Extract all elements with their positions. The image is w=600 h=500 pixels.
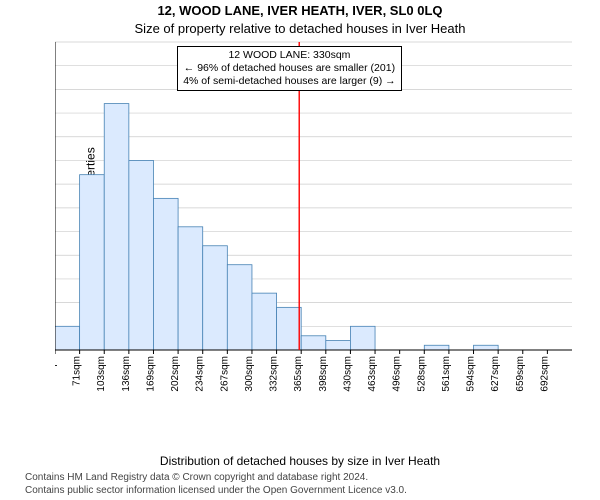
svg-text:561sqm: 561sqm [441, 356, 452, 392]
svg-text:300sqm: 300sqm [244, 356, 255, 392]
svg-text:71sqm: 71sqm [72, 356, 83, 386]
plot-area: 0510152025303540455055606538sqm71sqm103s… [55, 40, 580, 410]
svg-text:594sqm: 594sqm [466, 356, 477, 392]
svg-text:692sqm: 692sqm [539, 356, 550, 392]
svg-text:38sqm: 38sqm [55, 356, 58, 386]
svg-text:267sqm: 267sqm [219, 356, 230, 392]
attribution-line1: Contains HM Land Registry data © Crown c… [25, 472, 407, 485]
annotation-line3: 4% of semi-detached houses are larger (9… [183, 75, 395, 88]
annotation-line2: ← 96% of detached houses are smaller (20… [183, 62, 395, 75]
chart-subtitle: Size of property relative to detached ho… [0, 21, 600, 36]
svg-text:103sqm: 103sqm [96, 356, 107, 392]
svg-text:169sqm: 169sqm [145, 356, 156, 392]
attribution-line2: Contains public sector information licen… [25, 485, 407, 498]
attribution: Contains HM Land Registry data © Crown c… [25, 472, 407, 497]
svg-text:463sqm: 463sqm [367, 356, 378, 392]
svg-text:659sqm: 659sqm [515, 356, 526, 392]
svg-text:365sqm: 365sqm [293, 356, 304, 392]
histogram-svg: 0510152025303540455055606538sqm71sqm103s… [55, 40, 580, 410]
svg-text:398sqm: 398sqm [318, 356, 329, 392]
svg-text:202sqm: 202sqm [170, 356, 181, 392]
svg-text:136sqm: 136sqm [121, 356, 132, 392]
x-axis-label: Distribution of detached houses by size … [0, 454, 600, 468]
chart-title-address: 12, WOOD LANE, IVER HEATH, IVER, SL0 0LQ [0, 3, 600, 18]
chart-container: 12, WOOD LANE, IVER HEATH, IVER, SL0 0LQ… [0, 0, 600, 500]
svg-text:528sqm: 528sqm [416, 356, 427, 392]
svg-text:332sqm: 332sqm [269, 356, 280, 392]
svg-text:627sqm: 627sqm [490, 356, 501, 392]
svg-text:496sqm: 496sqm [392, 356, 403, 392]
annotation-box: 12 WOOD LANE: 330sqm ← 96% of detached h… [177, 46, 401, 91]
annotation-line1: 12 WOOD LANE: 330sqm [183, 49, 395, 62]
svg-text:234sqm: 234sqm [195, 356, 206, 392]
svg-text:430sqm: 430sqm [342, 356, 353, 392]
